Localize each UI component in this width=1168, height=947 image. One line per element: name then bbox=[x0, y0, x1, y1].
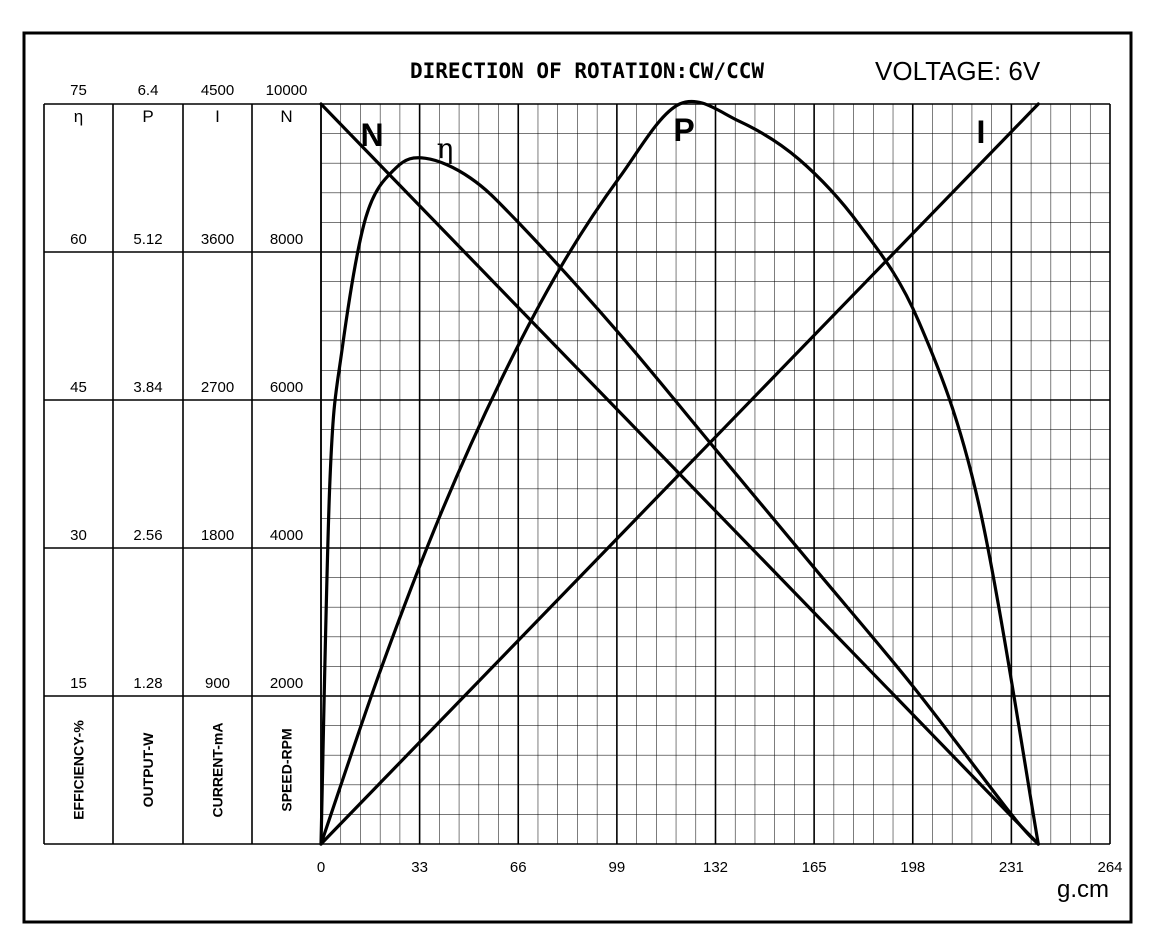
chart-title: DIRECTION OF ROTATION:CW/CCW bbox=[410, 59, 764, 83]
axis-top-value: 10000 bbox=[266, 82, 308, 99]
axis-name-label: SPEED-RPM bbox=[279, 728, 295, 811]
y-tick-label: 45 bbox=[70, 379, 87, 396]
axis-name-label: CURRENT-mA bbox=[210, 723, 226, 818]
series-curve-p bbox=[319, 99, 1040, 846]
major-grid bbox=[43, 103, 1111, 845]
axis-labels: 75 η 60 45 30 15 EFFICIENCY-% 6.4 P 5.12 3.84 2.56 1… bbox=[70, 82, 1122, 876]
x-tick-label: 33 bbox=[411, 859, 428, 876]
y-tick-label: 8000 bbox=[270, 231, 303, 248]
y-tick-label: 2000 bbox=[270, 675, 303, 692]
chart-frame bbox=[22, 31, 1133, 924]
curves bbox=[319, 99, 1040, 846]
series-label: P bbox=[673, 112, 694, 148]
axis-top-value: 4500 bbox=[201, 82, 234, 99]
y-tick-label: 3.84 bbox=[133, 379, 162, 396]
x-tick-label: 264 bbox=[1097, 859, 1122, 876]
y-tick-label: 3600 bbox=[201, 231, 234, 248]
series-label: η bbox=[437, 132, 454, 165]
y-tick-label: 2700 bbox=[201, 379, 234, 396]
series-curve-i bbox=[319, 102, 1040, 846]
y-tick-label: 15 bbox=[70, 675, 87, 692]
axis-symbol: η bbox=[74, 107, 83, 126]
y-tick-label: 2.56 bbox=[133, 527, 162, 544]
axis-name-label: EFFICIENCY-% bbox=[71, 720, 87, 820]
x-tick-label: 99 bbox=[609, 859, 626, 876]
y-tick-label: 1800 bbox=[201, 527, 234, 544]
voltage-label: VOLTAGE: 6V bbox=[875, 56, 1041, 86]
x-tick-label: 66 bbox=[510, 859, 527, 876]
y-tick-label: 900 bbox=[205, 675, 230, 692]
series-curve-eta bbox=[319, 156, 1040, 846]
x-tick-label: 0 bbox=[317, 859, 325, 876]
x-tick-label: 132 bbox=[703, 859, 728, 876]
axis-symbol: I bbox=[215, 107, 220, 126]
axis-name-label: OUTPUT-W bbox=[140, 732, 156, 807]
y-tick-label: 5.12 bbox=[133, 231, 162, 248]
y-tick-label: 30 bbox=[70, 527, 87, 544]
axis-top-value: 75 bbox=[70, 82, 87, 99]
series-label: N bbox=[360, 117, 383, 153]
x-tick-label: 231 bbox=[999, 859, 1024, 876]
y-tick-label: 1.28 bbox=[133, 675, 162, 692]
x-tick-label: 198 bbox=[900, 859, 925, 876]
x-axis-unit: g.cm bbox=[1057, 876, 1109, 903]
axis-symbol: N bbox=[280, 107, 292, 126]
axis-symbol: P bbox=[142, 107, 153, 126]
axis-top-value: 6.4 bbox=[138, 82, 159, 99]
y-tick-label: 6000 bbox=[270, 379, 303, 396]
y-tick-label: 4000 bbox=[270, 527, 303, 544]
x-tick-label: 165 bbox=[802, 859, 827, 876]
series-label: I bbox=[977, 114, 986, 150]
y-tick-label: 60 bbox=[70, 231, 87, 248]
